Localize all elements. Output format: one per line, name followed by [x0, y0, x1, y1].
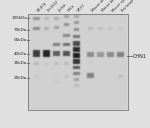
Text: 25kDa: 25kDa: [14, 76, 27, 80]
Text: 100kDa: 100kDa: [11, 16, 27, 20]
Text: HeLa: HeLa: [67, 4, 76, 13]
Text: 35kDa: 35kDa: [14, 61, 27, 65]
Text: Mouse testis: Mouse testis: [91, 0, 110, 13]
Text: Mouse brain: Mouse brain: [101, 0, 119, 13]
Text: Jurkat: Jurkat: [57, 3, 67, 13]
Text: MCF7: MCF7: [77, 3, 87, 13]
Text: SH-SY5Y: SH-SY5Y: [47, 0, 60, 13]
Text: Rat brain: Rat brain: [121, 0, 135, 13]
Text: 40kDa: 40kDa: [14, 52, 27, 56]
Text: Mouse spinal cord: Mouse spinal cord: [111, 0, 137, 13]
Text: CHN1: CHN1: [133, 54, 147, 58]
Bar: [28, 14, 128, 110]
Text: 70kDa: 70kDa: [14, 28, 27, 32]
Text: BT-474: BT-474: [37, 2, 48, 13]
Text: 55kDa: 55kDa: [14, 38, 27, 42]
